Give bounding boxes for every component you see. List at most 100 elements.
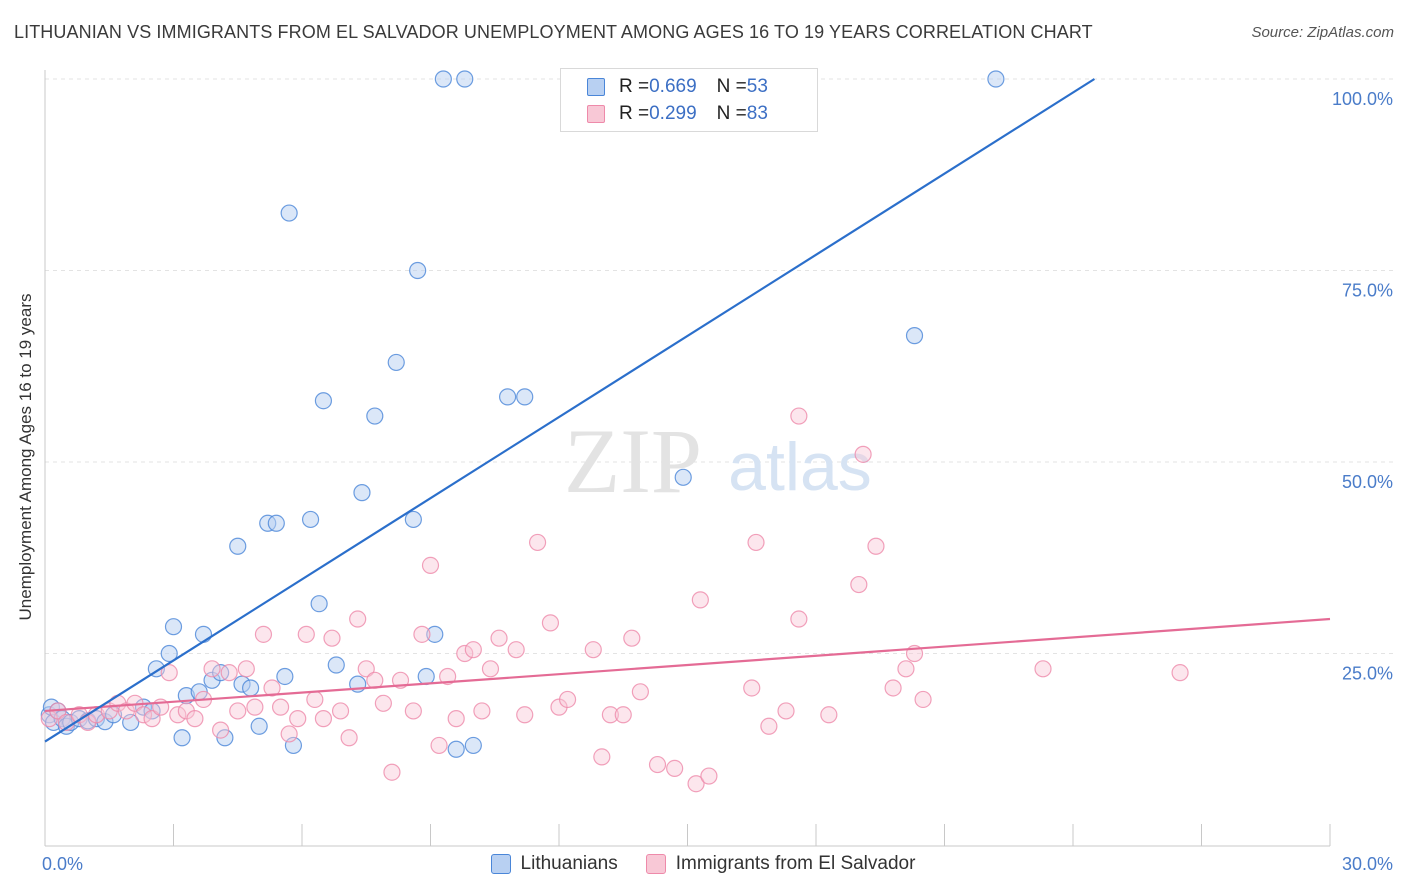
legend-item-lithuanians[interactable]: Lithuanians (490, 853, 618, 875)
lithuanians-point (674, 468, 692, 486)
el-salvador-point (421, 556, 440, 575)
el-salvador-point (666, 759, 684, 778)
el-salvador-point (314, 710, 333, 728)
lithuanians-point (516, 388, 534, 406)
lithuanians-point (160, 644, 178, 663)
el-salvador-point (623, 629, 641, 647)
el-salvador-point (447, 710, 465, 728)
el-salvador-point (790, 407, 808, 425)
lithuanians-point (905, 327, 924, 345)
el-salvador-point (254, 625, 273, 643)
el-salvador-point (430, 736, 448, 755)
el-salvador-point (850, 575, 868, 594)
el-salvador-point (263, 679, 281, 697)
el-salvador-point (289, 710, 307, 728)
el-salvador-point (220, 664, 238, 682)
lithuanians-point (417, 667, 435, 686)
gridlines (45, 78, 1395, 654)
el-salvador-point (1034, 660, 1052, 678)
el-salvador-point (743, 679, 761, 697)
el-salvador-point (884, 679, 902, 697)
el-salvador-point (614, 706, 632, 724)
blue-swatch-icon (490, 854, 511, 874)
el-salvador-point (404, 702, 422, 720)
el-salvador-point (134, 706, 153, 724)
el-salvador-trendline (44, 617, 1331, 713)
el-salvador-point (790, 610, 808, 628)
legend-row-lithuanians: R = 0.669 N = 53 (587, 74, 768, 100)
el-salvador-point (297, 625, 315, 643)
legend-label: Lithuanians (520, 853, 618, 874)
el-salvador-point (464, 641, 482, 659)
lithuanians-point (464, 736, 482, 755)
lithuanians-point (164, 618, 183, 636)
el-salvador-point (456, 644, 474, 663)
correlation-legend: R = 0.669 N = 53 R = 0.299 N = 83 (560, 68, 818, 132)
el-salvador-point (777, 702, 795, 720)
legend-row-el-salvador: R = 0.299 N = 83 (587, 101, 768, 127)
blue-swatch-icon (587, 78, 605, 96)
lithuanians-point (353, 484, 371, 502)
lithuanians-point (280, 204, 298, 222)
lithuanians-point (267, 514, 285, 532)
el-salvador-point (631, 683, 649, 701)
lithuanians-point (456, 70, 474, 88)
lithuanians-trendline (44, 78, 1096, 743)
el-salvador-point (349, 610, 367, 628)
el-salvador-point (700, 767, 718, 785)
lithuanians-point (409, 261, 427, 280)
lithuanians-point (387, 353, 405, 372)
el-salvador-point (481, 660, 500, 678)
el-salvador-point (507, 641, 525, 659)
lithuanians-point (447, 740, 465, 758)
el-salvador-point (246, 698, 264, 716)
lithuanians-point (426, 625, 444, 643)
el-salvador-point (143, 710, 161, 728)
el-salvador-point (541, 614, 560, 632)
lithuanians-point (229, 537, 247, 555)
x-tick-labels: 0.0% 30.0% (42, 854, 1393, 874)
el-salvador-point (558, 690, 577, 709)
r-label: R = (619, 76, 650, 97)
el-salvador-point (648, 755, 667, 774)
el-salvador-point (820, 706, 838, 724)
el-salvador-point (280, 725, 298, 743)
watermark-zip: ZIP (564, 410, 702, 512)
el-salvador-point (160, 664, 178, 682)
n-value: 53 (746, 76, 768, 97)
lithuanians-point (242, 679, 260, 697)
el-salvador-points (40, 407, 1189, 793)
el-salvador-point (169, 706, 187, 724)
y-tick-label: 75.0% (1342, 281, 1393, 301)
el-salvador-point (374, 694, 392, 712)
el-salvador-point (1171, 664, 1189, 682)
lithuanians-point (314, 392, 333, 410)
el-salvador-point (237, 660, 255, 678)
el-salvador-point (186, 710, 204, 728)
y-tick-label: 25.0% (1342, 664, 1393, 684)
series-legend: Lithuanians Immigrants from El Salvador (0, 850, 1406, 878)
el-salvador-point (528, 533, 547, 552)
lithuanians-point (301, 510, 320, 529)
pink-swatch-icon (645, 854, 666, 874)
el-salvador-point (229, 702, 247, 720)
source-credit: Source: ZipAtlas.com (1251, 24, 1394, 41)
el-salvador-point (854, 445, 872, 463)
el-salvador-point (747, 533, 765, 552)
lithuanians-point (194, 625, 213, 643)
n-label: N = (716, 76, 747, 97)
legend-item-el-salvador[interactable]: Immigrants from El Salvador (645, 853, 915, 875)
watermark-atlas: atlas (728, 429, 872, 505)
el-salvador-point (593, 748, 611, 766)
el-salvador-point (687, 775, 705, 793)
pink-swatch-icon (587, 105, 605, 123)
n-label: N = (716, 103, 747, 124)
el-salvador-point (760, 717, 778, 735)
el-salvador-point (383, 763, 401, 781)
el-salvador-point (212, 721, 230, 739)
lithuanians-point (173, 729, 191, 747)
r-value: 0.299 (649, 103, 697, 124)
lithuanians-point (366, 407, 384, 425)
x-tick-label: 0.0% (42, 854, 83, 874)
